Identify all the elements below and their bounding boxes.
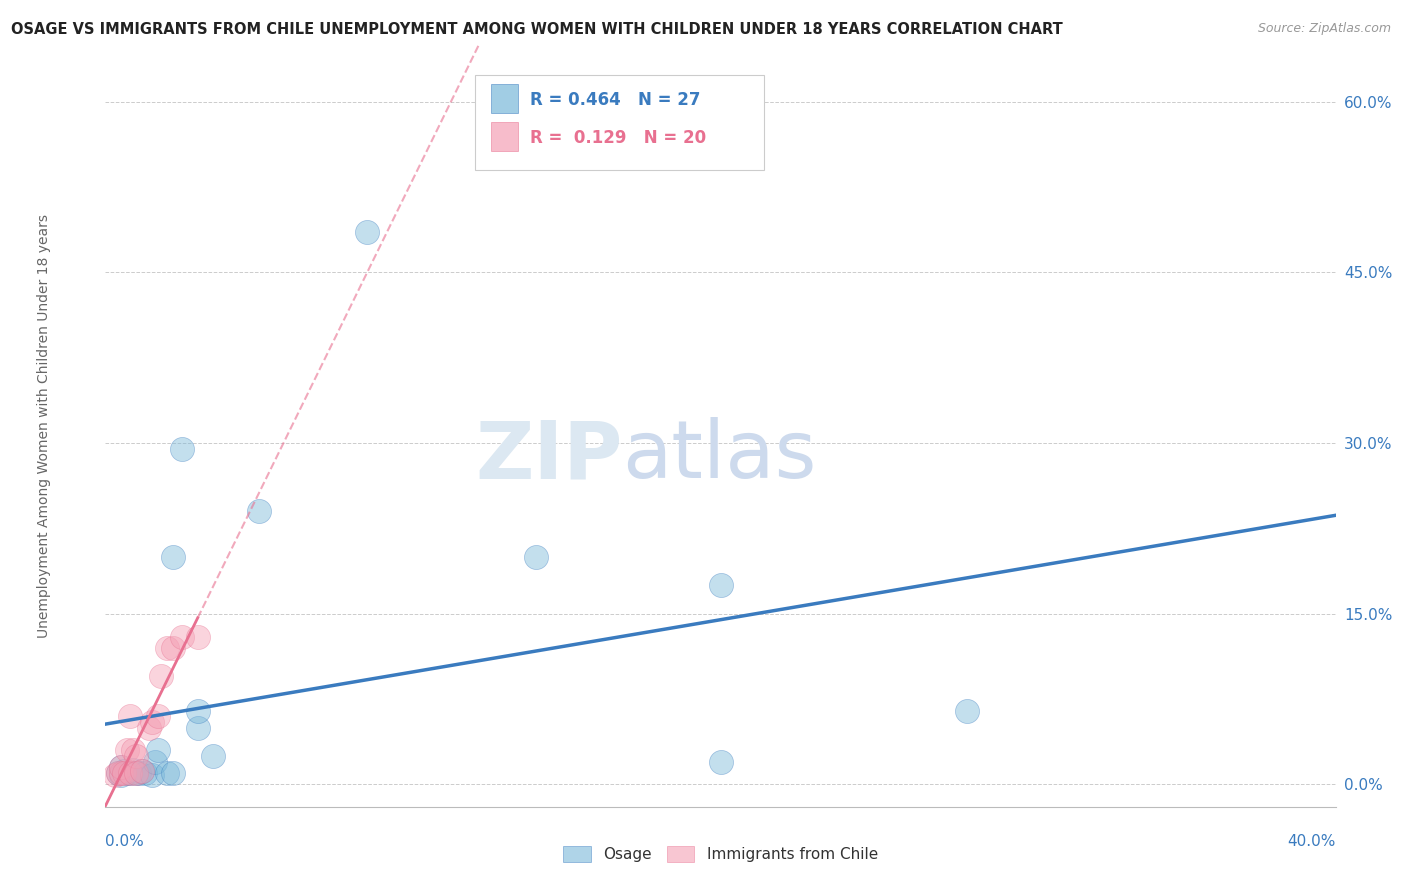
- Point: [125, 766, 148, 780]
- Point: [138, 721, 160, 735]
- Text: ZIP: ZIP: [475, 417, 621, 495]
- Point: [122, 763, 145, 777]
- Point: [120, 709, 141, 723]
- Point: [125, 766, 148, 780]
- Point: [156, 640, 179, 655]
- Point: [110, 760, 132, 774]
- Point: [524, 549, 547, 564]
- Point: [120, 766, 141, 780]
- FancyBboxPatch shape: [491, 122, 517, 152]
- Point: [134, 766, 156, 780]
- Text: 0.0%: 0.0%: [105, 834, 145, 849]
- Point: [162, 766, 184, 780]
- Point: [187, 630, 209, 644]
- Point: [115, 766, 138, 780]
- Point: [156, 766, 179, 780]
- Point: [125, 749, 148, 764]
- FancyBboxPatch shape: [491, 84, 517, 113]
- Text: R =  0.129   N = 20: R = 0.129 N = 20: [530, 128, 706, 146]
- Point: [122, 743, 145, 757]
- FancyBboxPatch shape: [475, 75, 763, 170]
- Point: [162, 640, 184, 655]
- Point: [146, 709, 169, 723]
- Point: [143, 755, 166, 769]
- Point: [356, 226, 378, 240]
- Point: [247, 504, 270, 518]
- Point: [110, 768, 132, 782]
- Point: [187, 721, 209, 735]
- Point: [956, 704, 979, 718]
- Point: [710, 578, 733, 592]
- Point: [107, 766, 129, 780]
- Point: [141, 714, 163, 729]
- Point: [187, 704, 209, 718]
- Point: [202, 749, 225, 764]
- Point: [141, 768, 163, 782]
- Point: [128, 766, 150, 780]
- Point: [146, 743, 169, 757]
- Point: [115, 743, 138, 757]
- Text: 40.0%: 40.0%: [1288, 834, 1336, 849]
- Point: [172, 442, 194, 456]
- Point: [104, 768, 127, 782]
- Text: R = 0.464   N = 27: R = 0.464 N = 27: [530, 90, 700, 109]
- Point: [107, 766, 129, 780]
- Point: [110, 766, 132, 780]
- Text: atlas: atlas: [621, 417, 817, 495]
- Point: [131, 764, 153, 778]
- Point: [162, 549, 184, 564]
- Text: Unemployment Among Women with Children Under 18 years: Unemployment Among Women with Children U…: [37, 214, 51, 638]
- Point: [131, 764, 153, 778]
- Point: [710, 755, 733, 769]
- Legend: Osage, Immigrants from Chile: Osage, Immigrants from Chile: [557, 840, 884, 868]
- Text: Source: ZipAtlas.com: Source: ZipAtlas.com: [1258, 22, 1392, 36]
- Point: [110, 760, 132, 774]
- Point: [172, 630, 194, 644]
- Point: [149, 669, 172, 683]
- Point: [112, 766, 135, 780]
- Text: OSAGE VS IMMIGRANTS FROM CHILE UNEMPLOYMENT AMONG WOMEN WITH CHILDREN UNDER 18 Y: OSAGE VS IMMIGRANTS FROM CHILE UNEMPLOYM…: [11, 22, 1063, 37]
- Point: [120, 766, 141, 780]
- Point: [112, 764, 135, 778]
